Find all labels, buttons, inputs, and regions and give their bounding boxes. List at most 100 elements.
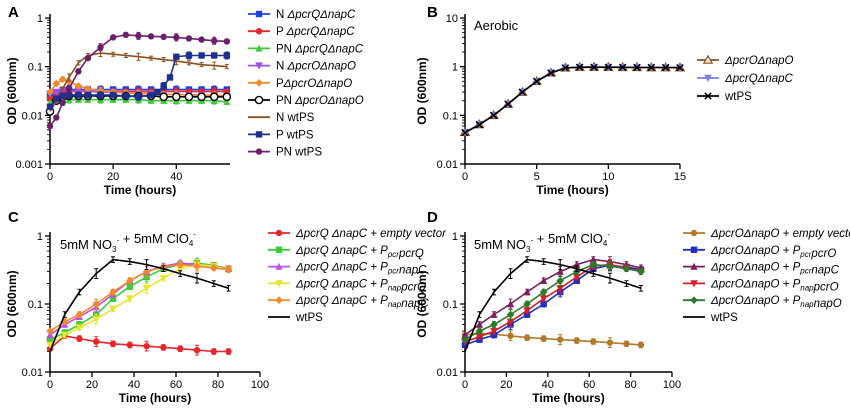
data-point [53, 114, 60, 121]
legend-item: wtPS [683, 312, 738, 324]
data-point [475, 121, 484, 129]
legend-label: ΔpcrOΔnapO + PpcrpcrO [710, 245, 836, 260]
legend-marker [702, 54, 714, 64]
error-bar [638, 285, 643, 292]
data-point [557, 336, 564, 343]
data-point [590, 338, 597, 345]
data-point [506, 300, 515, 308]
data-point [46, 122, 54, 130]
data-point [46, 336, 54, 343]
legend-marker [690, 296, 698, 304]
data-point [210, 348, 217, 355]
data-point [160, 344, 167, 351]
y-tick-label: 1 [37, 13, 43, 25]
legend-label: ΔpcrOΔnapO + PnapnapO [710, 295, 842, 310]
data-point [147, 96, 155, 104]
series-line [464, 66, 680, 133]
series-8 [46, 51, 231, 110]
data-point [461, 128, 469, 137]
data-point [198, 52, 205, 59]
error-bar [212, 61, 217, 70]
legend-marker [690, 280, 698, 288]
data-point [573, 337, 580, 344]
data-point [74, 87, 83, 95]
x-axis-label: Time (hours) [532, 391, 604, 405]
error-bar [62, 311, 67, 318]
series-3 [461, 63, 684, 137]
data-point [540, 300, 547, 308]
y-tick-label: 1 [452, 231, 458, 243]
legend-item: PN ΔpcrQΔnapC [248, 43, 364, 55]
legend-marker [704, 92, 712, 100]
x-tick-label: 40 [170, 171, 182, 183]
panel-b: B 0.01 0.1 1 10 0 5 10 15 Time (hours) OD (600nm) A… [415, 4, 794, 197]
x-tick-label: 0 [47, 171, 53, 183]
panel-c: C 0.01 0.1 1 0 20 40 60 80 100 Time (hours) OD (600… [5, 209, 447, 405]
data-point [160, 33, 167, 41]
data-point [147, 91, 155, 99]
series-line [49, 258, 229, 352]
legend-label: wtPS [710, 312, 738, 324]
series-line [464, 66, 681, 134]
legend-marker [275, 229, 283, 237]
error-bar [60, 86, 65, 92]
error-bar [186, 60, 191, 66]
error-bar [76, 60, 81, 66]
data-point [84, 91, 92, 99]
data-point [166, 74, 174, 81]
legend-item: ΔpcrOΔnapO + PnapnapO [683, 295, 842, 310]
data-point [109, 305, 117, 313]
data-point [122, 31, 129, 39]
data-point [177, 345, 184, 352]
legend-marker [690, 246, 698, 253]
data-point [159, 274, 168, 283]
data-point [172, 92, 181, 102]
legend-label: ΔpcrQ ΔnapC + PnappcrQ [295, 278, 426, 293]
legend-label: P wtPS [276, 129, 314, 141]
error-bar [161, 265, 166, 273]
data-point [539, 295, 548, 303]
data-point [159, 92, 168, 102]
legend-panel-a: N ΔpcrQΔnapC P ΔpcrQΔnapC PN ΔpcrQΔnapC N Δ… [248, 9, 364, 159]
data-point [222, 92, 232, 102]
data-point [490, 327, 498, 336]
legend-label: PN ΔpcrOΔnapO [276, 95, 364, 107]
x-tick-label: 0 [462, 171, 468, 183]
data-point [589, 255, 597, 263]
data-point [223, 38, 231, 45]
data-point [97, 44, 104, 51]
data-point [198, 36, 205, 43]
data-point [52, 79, 61, 88]
legend-marker [690, 229, 698, 237]
data-point [126, 341, 133, 349]
data-point [46, 341, 54, 349]
error-bar [94, 268, 99, 279]
error-bar [111, 256, 115, 263]
y-tick-label: 1 [452, 62, 458, 74]
y-tick-label: 0.01 [22, 367, 43, 379]
series-5 [46, 260, 233, 335]
series-4 [46, 259, 233, 349]
legend-item: ΔpcrQ ΔnapC + PnappcrQ [268, 278, 426, 293]
legend-item: ΔpcrOΔnapO + PpcrpcrO [683, 245, 836, 260]
x-tick-label: 80 [212, 379, 224, 391]
data-point [224, 265, 233, 274]
data-point [59, 92, 66, 100]
legend-label: ΔpcrQ ΔnapC + PpcrpcrQ [295, 245, 424, 260]
legend-panel-d: ΔpcrOΔnapO + empty vector ΔpcrOΔnapO + Pp… [683, 228, 850, 324]
data-point [92, 315, 100, 324]
x-tick-label: 5 [534, 171, 540, 183]
data-point [490, 310, 498, 318]
data-point [506, 318, 515, 326]
data-point [561, 64, 570, 72]
legend-item: N wtPS [248, 112, 315, 124]
y-tick-label: 0.1 [443, 110, 458, 122]
x-tick-label: 20 [107, 171, 119, 183]
data-point [618, 63, 627, 72]
data-point [46, 88, 54, 96]
legend-marker [255, 44, 263, 52]
data-point [126, 295, 134, 303]
data-point [74, 82, 83, 90]
series-1 [46, 332, 232, 356]
data-point [185, 35, 193, 42]
